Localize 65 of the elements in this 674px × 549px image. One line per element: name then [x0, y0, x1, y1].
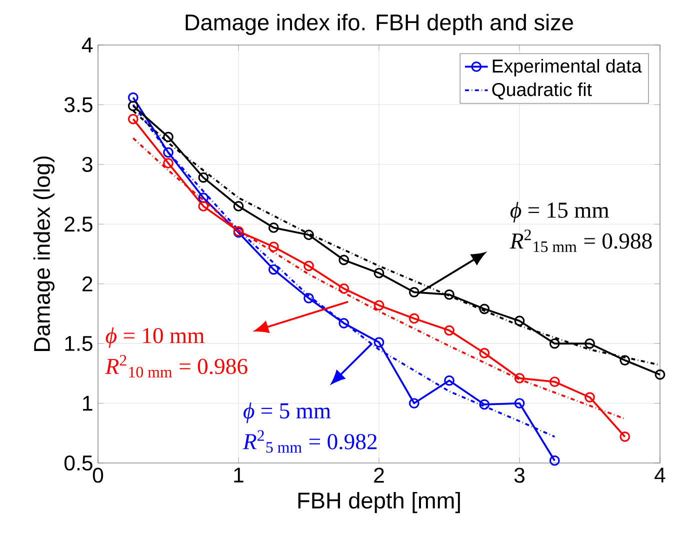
point: [374, 337, 384, 348]
y-tick-label: 2.5: [64, 216, 92, 232]
x-tick-label: 3: [514, 468, 524, 483]
y-tick-label: 1: [83, 396, 92, 411]
point: [549, 338, 560, 349]
point: [584, 338, 595, 349]
point: [408, 313, 420, 324]
y-tick-label: 3.5: [64, 97, 92, 112]
y-tick-label: 3: [82, 156, 92, 172]
point: [128, 92, 138, 103]
point: [444, 289, 454, 300]
x-tick-label: 0: [92, 468, 104, 483]
point: [444, 375, 454, 386]
x-axis-title: FBH depth [mm]: [298, 492, 460, 514]
point: [268, 222, 279, 233]
point: [479, 304, 490, 314]
point: [128, 114, 138, 124]
point: [268, 264, 279, 275]
x-tick-label: 1: [234, 468, 244, 482]
point: [654, 369, 666, 380]
point: [233, 201, 244, 212]
point: [198, 192, 209, 204]
annotation: R$^{2}$$_{10 mm}$ = 0.986: [105, 355, 248, 378]
point: [479, 399, 490, 410]
y-tick-label: 0.5: [64, 455, 92, 471]
point: [549, 376, 560, 387]
x-tick-label: 2: [374, 468, 384, 483]
point: [268, 242, 279, 252]
point: [514, 372, 525, 384]
annotation: R$^{2}$$_{5 mm}$ = 0.982: [242, 430, 377, 453]
point: [514, 316, 525, 326]
point: [338, 283, 350, 294]
point: [198, 201, 209, 212]
point: [514, 398, 525, 408]
point: [163, 147, 174, 158]
point: [408, 398, 420, 408]
annotation: ϕ = 5 mm: [244, 402, 331, 424]
point: [374, 300, 384, 311]
point: [304, 292, 314, 304]
point: [444, 325, 454, 336]
y-tick-label: 2: [82, 276, 92, 292]
point: [198, 172, 209, 183]
point: [479, 348, 490, 358]
point: [374, 268, 384, 278]
point: [304, 230, 314, 240]
annotation: ϕ = 15 mm: [510, 202, 609, 222]
x-tick-label: 4: [654, 468, 666, 482]
point: [338, 318, 350, 328]
point: [620, 355, 630, 366]
point: [163, 158, 174, 168]
point: [549, 455, 560, 466]
y-axis-title: Damage index (log): [33, 156, 54, 352]
annotation: R$^{2}$$_{15 mm}$ = 0.988: [510, 230, 652, 252]
point: [338, 254, 350, 266]
point: [163, 132, 174, 142]
chart-title: Damage index ifo. FBH depth and size: [186, 14, 574, 35]
point: [304, 260, 314, 272]
y-tick-label: 1.5: [65, 336, 92, 351]
legend-label: Quadratic fit: [492, 82, 592, 100]
y-tick-label: 4: [82, 38, 93, 52]
point: [584, 392, 595, 402]
point: [620, 432, 630, 442]
point: [128, 100, 138, 112]
legend-label: Experimental data: [492, 58, 642, 76]
annotation: ϕ = 10 mm: [106, 327, 204, 348]
